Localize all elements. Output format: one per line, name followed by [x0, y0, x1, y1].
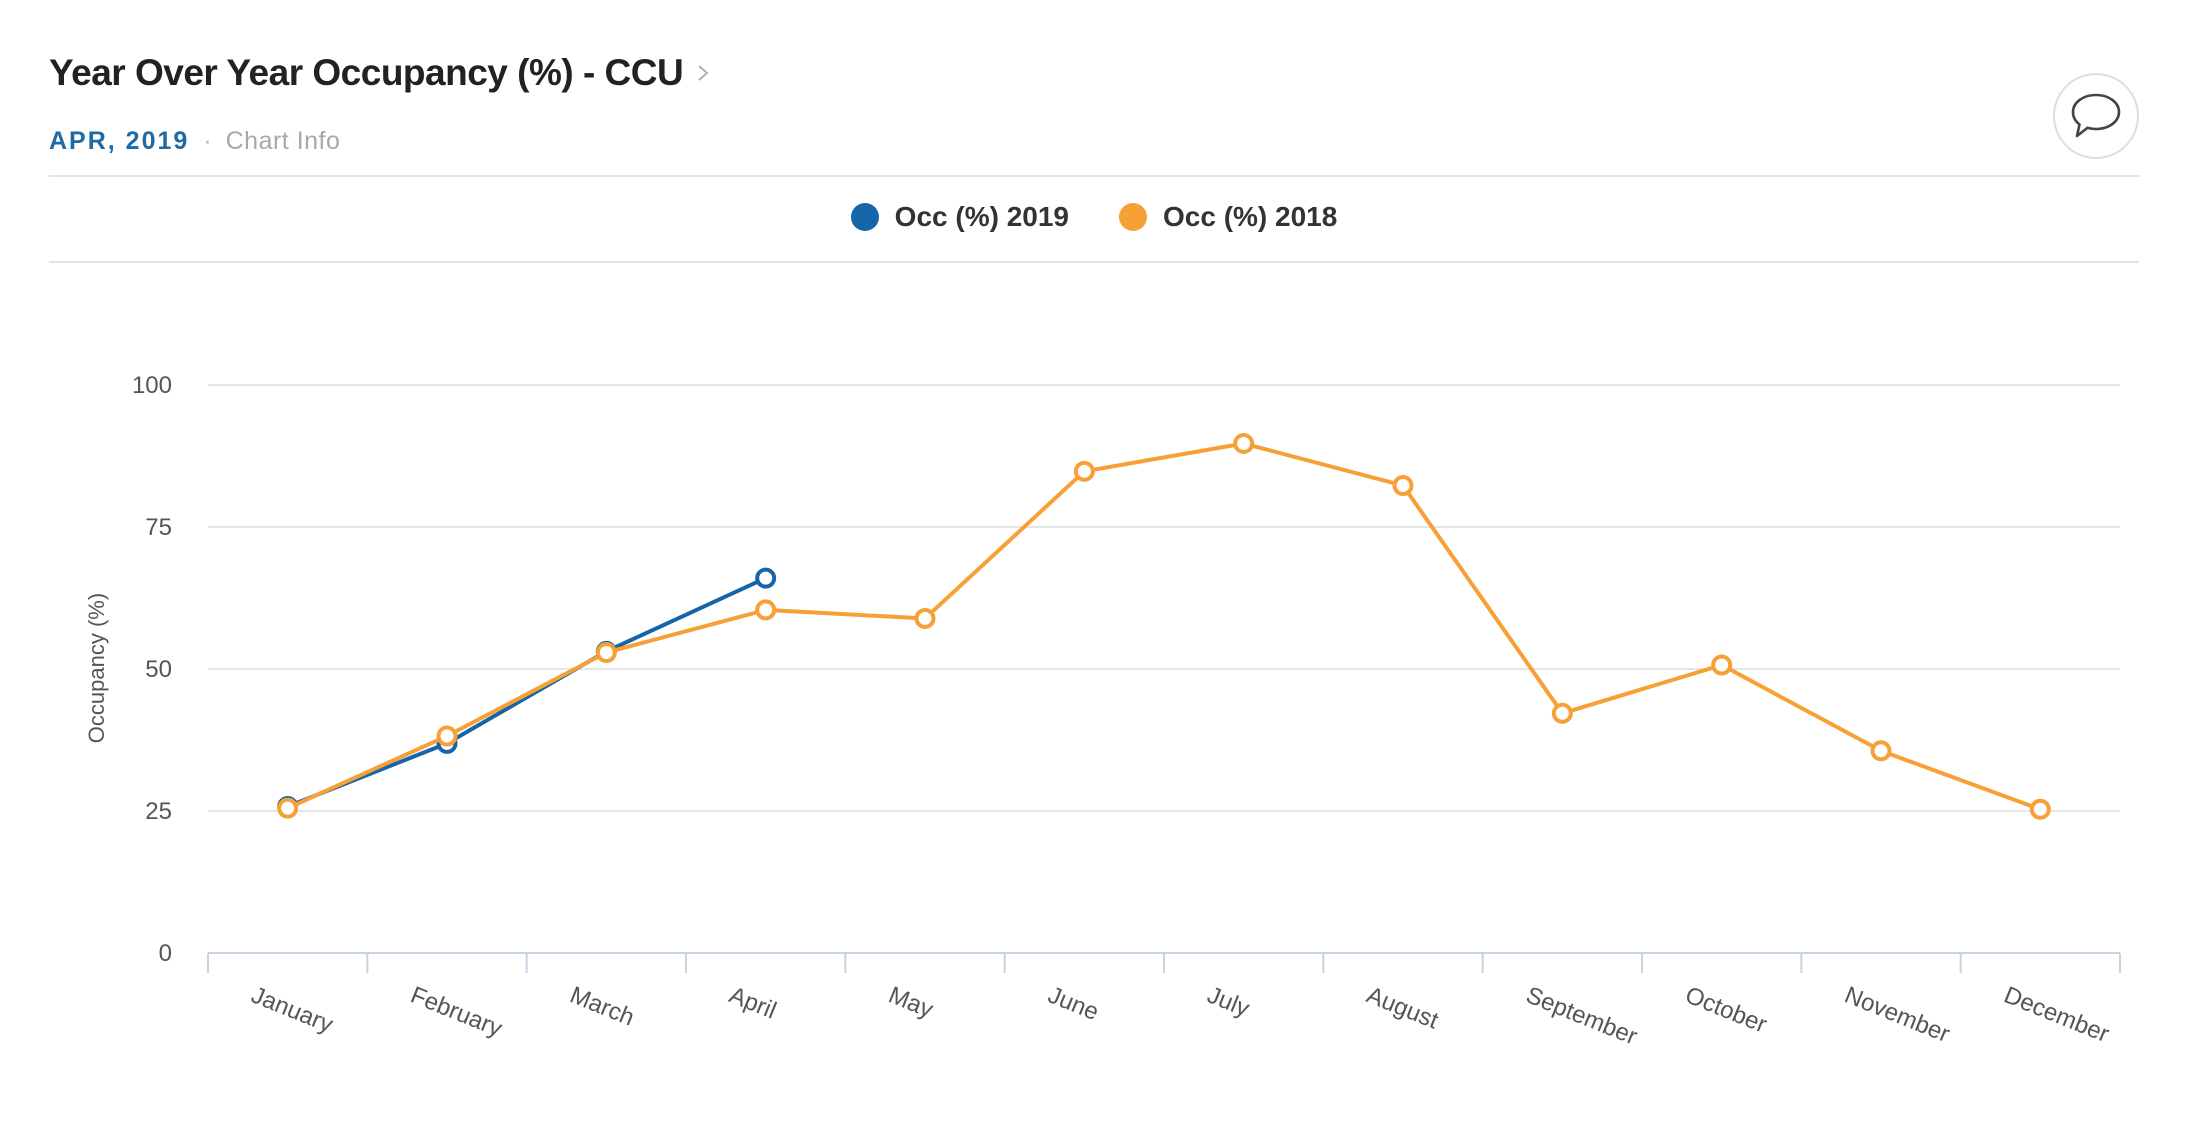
data-point[interactable] [914, 607, 936, 629]
data-point[interactable] [755, 567, 777, 589]
data-point[interactable] [595, 642, 617, 664]
chart-title[interactable]: Year Over Year Occupancy (%) - CCU [49, 52, 684, 93]
separator-dot: · [203, 127, 212, 155]
chevron-right-icon[interactable] [697, 64, 709, 82]
y-tick-label: 0 [159, 940, 172, 967]
data-point[interactable] [1073, 460, 1095, 482]
data-point[interactable] [1392, 475, 1414, 497]
x-tick-label: May [885, 982, 937, 1024]
series-occ-2018 [277, 433, 2051, 820]
data-point[interactable] [277, 797, 299, 819]
series-line [286, 576, 767, 809]
legend-label-2018: Occ (%) 2018 [1163, 201, 1338, 232]
y-tick-label: 25 [145, 798, 172, 825]
speech-bubble-icon [2071, 93, 2121, 138]
x-tick-label: January [247, 982, 336, 1039]
legend-item-2018[interactable]: Occ (%) 2018 [1119, 201, 1337, 233]
legend-divider [49, 261, 2139, 263]
data-point[interactable] [436, 725, 458, 747]
x-tick-label: July [1203, 982, 1253, 1023]
data-point[interactable] [2029, 798, 2051, 820]
data-point[interactable] [755, 599, 777, 621]
data-point[interactable] [1233, 433, 1255, 455]
y-tick-label: 100 [132, 372, 172, 399]
series-line [286, 441, 2042, 812]
x-tick-label: December [2000, 982, 2113, 1049]
x-tick-label: April [725, 982, 780, 1025]
x-tick-label: October [1681, 982, 1770, 1039]
data-point[interactable] [1870, 740, 1892, 762]
gridlines: 0 25 50 75 100 [132, 372, 2120, 967]
legend-swatch-2018 [1119, 203, 1147, 231]
x-axis: January February March April May June July Augu… [207, 952, 2121, 1051]
legend-item-2019[interactable]: Occ (%) 2019 [850, 201, 1069, 233]
x-tick-label: September [1522, 982, 1641, 1051]
x-tick-label: August [1363, 982, 1443, 1035]
data-point[interactable] [1551, 702, 1573, 724]
x-tick-label: June [1044, 982, 1102, 1027]
x-tick-label: March [566, 982, 638, 1032]
chart-subtitle: APR, 2019 · Chart Info [49, 127, 340, 156]
x-tick-label: February [407, 982, 506, 1043]
chart-legend: Occ (%) 2019 Occ (%) 2018 [0, 201, 2188, 233]
y-tick-label: 75 [145, 514, 172, 541]
comment-button[interactable] [2053, 73, 2139, 159]
period-label: APR, 2019 [49, 127, 190, 155]
chart-header: Year Over Year Occupancy (%) - CCU APR, … [49, 52, 2139, 155]
y-tick-label: 50 [145, 656, 172, 683]
legend-label-2019: Occ (%) 2019 [894, 201, 1069, 232]
series-lines [277, 433, 2051, 820]
chart-info-link[interactable]: Chart Info [225, 127, 341, 155]
legend-swatch-2019 [850, 203, 879, 231]
y-axis-title: Occupancy (%) [84, 593, 109, 743]
data-point[interactable] [1711, 654, 1733, 676]
header-divider [49, 175, 2139, 177]
x-tick-label: November [1841, 982, 1954, 1049]
